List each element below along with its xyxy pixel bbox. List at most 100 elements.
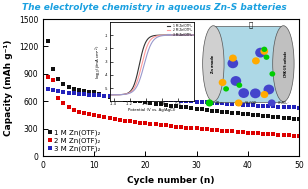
1 M Zn(OTF)₂ xyxy=(266,115,270,118)
3 M Zn(OTF)₂ xyxy=(56,90,60,92)
1 M Zn(OTF)₂ xyxy=(128,99,132,101)
2 M Zn(OTF)₂ xyxy=(272,133,275,136)
1 M Zn(OTF)₂ xyxy=(246,113,249,116)
3 M Zn(OTF)₂ xyxy=(108,95,111,97)
2 M Zn(OTF)₂ xyxy=(62,102,65,104)
2 M Zn(OTF)₂ xyxy=(236,131,239,133)
3 M Zn(OTF)₂ xyxy=(184,100,188,102)
3 M Zn(OTF)₂ xyxy=(87,93,91,96)
2 M Zn(OTF)₂ xyxy=(225,130,229,132)
1 M Zn(OTF)₂ xyxy=(174,105,178,107)
2 M Zn(OTF)₂ xyxy=(128,120,132,122)
2 M Zn(OTF)₂ xyxy=(118,119,122,121)
2 M Zn(OTF)₂ xyxy=(72,108,75,111)
1 M Zn(OTF)₂ xyxy=(272,116,275,118)
1 M Zn(OTF)₂ xyxy=(62,83,65,85)
1 M Zn(OTF)₂ xyxy=(184,106,188,108)
2 M Zn(OTF)₂ xyxy=(159,124,163,126)
3 M Zn(OTF)₂ xyxy=(164,99,168,101)
3 M Zn(OTF)₂ xyxy=(77,93,81,95)
3 M Zn(OTF)₂ xyxy=(72,92,75,94)
1 M Zn(OTF)₂ xyxy=(92,91,96,93)
2 M Zn(OTF)₂ xyxy=(174,125,178,128)
3 M Zn(OTF)₂ xyxy=(159,98,163,101)
Line: 1 M Zn(OTF)₂: 1 M Zn(OTF)₂ xyxy=(46,39,301,121)
1 M Zn(OTF)₂ xyxy=(205,109,209,111)
2 M Zn(OTF)₂ xyxy=(113,118,116,120)
2 M Zn(OTF)₂ xyxy=(179,126,183,128)
3 M Zn(OTF)₂ xyxy=(113,95,116,98)
3 M Zn(OTF)₂ xyxy=(256,105,260,107)
1 M Zn(OTF)₂ xyxy=(123,98,127,101)
1 M Zn(OTF)₂ xyxy=(154,103,157,105)
3 M Zn(OTF)₂ xyxy=(195,101,198,103)
1 M Zn(OTF)₂ xyxy=(51,68,55,70)
2 M Zn(OTF)₂ xyxy=(67,106,71,108)
1 M Zn(OTF)₂ xyxy=(108,96,111,98)
2 M Zn(OTF)₂ xyxy=(51,79,55,81)
3 M Zn(OTF)₂ xyxy=(46,88,50,90)
2 M Zn(OTF)₂ xyxy=(246,132,249,134)
3 M Zn(OTF)₂ xyxy=(277,105,280,108)
3 M Zn(OTF)₂ xyxy=(82,93,86,95)
1 M Zn(OTF)₂ xyxy=(297,118,301,120)
3 M Zn(OTF)₂ xyxy=(169,99,173,101)
3 M Zn(OTF)₂ xyxy=(292,106,296,109)
1 M Zn(OTF)₂ xyxy=(231,112,234,114)
3 M Zn(OTF)₂ xyxy=(133,97,137,99)
1 M Zn(OTF)₂ xyxy=(200,108,204,110)
3 M Zn(OTF)₂ xyxy=(154,98,157,100)
3 M Zn(OTF)₂ xyxy=(241,104,245,106)
3 M Zn(OTF)₂ xyxy=(231,103,234,105)
1 M Zn(OTF)₂ xyxy=(195,108,198,110)
1 M Zn(OTF)₂ xyxy=(138,100,142,103)
3 M Zn(OTF)₂ xyxy=(179,100,183,102)
1 M Zn(OTF)₂ xyxy=(77,89,81,92)
3 M Zn(OTF)₂ xyxy=(144,97,147,100)
3 M Zn(OTF)₂ xyxy=(200,101,204,103)
2 M Zn(OTF)₂ xyxy=(292,134,296,137)
2 M Zn(OTF)₂ xyxy=(210,129,214,131)
1 M Zn(OTF)₂ xyxy=(256,114,260,117)
3 M Zn(OTF)₂ xyxy=(97,94,101,96)
2 M Zn(OTF)₂ xyxy=(287,134,290,136)
1 M Zn(OTF)₂ xyxy=(210,109,214,112)
Line: 3 M Zn(OTF)₂: 3 M Zn(OTF)₂ xyxy=(46,86,301,110)
2 M Zn(OTF)₂ xyxy=(92,114,96,116)
Legend: 1 M Zn(OTF)₂, 2 M Zn(OTF)₂, 3 M Zn(OTF)₂: 1 M Zn(OTF)₂, 2 M Zn(OTF)₂, 3 M Zn(OTF)₂ xyxy=(47,128,102,153)
2 M Zn(OTF)₂ xyxy=(261,133,265,135)
1 M Zn(OTF)₂ xyxy=(220,111,224,113)
3 M Zn(OTF)₂ xyxy=(225,103,229,105)
2 M Zn(OTF)₂ xyxy=(46,76,50,78)
1 M Zn(OTF)₂ xyxy=(67,86,71,88)
3 M Zn(OTF)₂ xyxy=(236,103,239,105)
3 M Zn(OTF)₂ xyxy=(266,105,270,107)
3 M Zn(OTF)₂ xyxy=(210,102,214,104)
2 M Zn(OTF)₂ xyxy=(195,127,198,130)
3 M Zn(OTF)₂ xyxy=(282,106,286,108)
2 M Zn(OTF)₂ xyxy=(282,134,286,136)
3 M Zn(OTF)₂ xyxy=(92,94,96,96)
X-axis label: Cycle number (n): Cycle number (n) xyxy=(127,176,215,185)
3 M Zn(OTF)₂ xyxy=(272,105,275,108)
2 M Zn(OTF)₂ xyxy=(190,127,193,129)
3 M Zn(OTF)₂ xyxy=(103,94,106,97)
3 M Zn(OTF)₂ xyxy=(123,96,127,98)
3 M Zn(OTF)₂ xyxy=(297,107,301,109)
2 M Zn(OTF)₂ xyxy=(205,128,209,131)
1 M Zn(OTF)₂ xyxy=(87,91,91,93)
2 M Zn(OTF)₂ xyxy=(144,122,147,124)
1 M Zn(OTF)₂ xyxy=(225,111,229,113)
2 M Zn(OTF)₂ xyxy=(133,121,137,123)
2 M Zn(OTF)₂ xyxy=(231,130,234,133)
2 M Zn(OTF)₂ xyxy=(149,123,152,125)
2 M Zn(OTF)₂ xyxy=(251,132,255,134)
1 M Zn(OTF)₂ xyxy=(236,112,239,115)
2 M Zn(OTF)₂ xyxy=(164,124,168,127)
Text: The electrolyte chemistry in aqueous Zn-S batteries: The electrolyte chemistry in aqueous Zn-… xyxy=(22,3,286,12)
1 M Zn(OTF)₂ xyxy=(282,117,286,119)
2 M Zn(OTF)₂ xyxy=(123,119,127,122)
3 M Zn(OTF)₂ xyxy=(251,104,255,106)
3 M Zn(OTF)₂ xyxy=(138,97,142,99)
1 M Zn(OTF)₂ xyxy=(164,104,168,106)
